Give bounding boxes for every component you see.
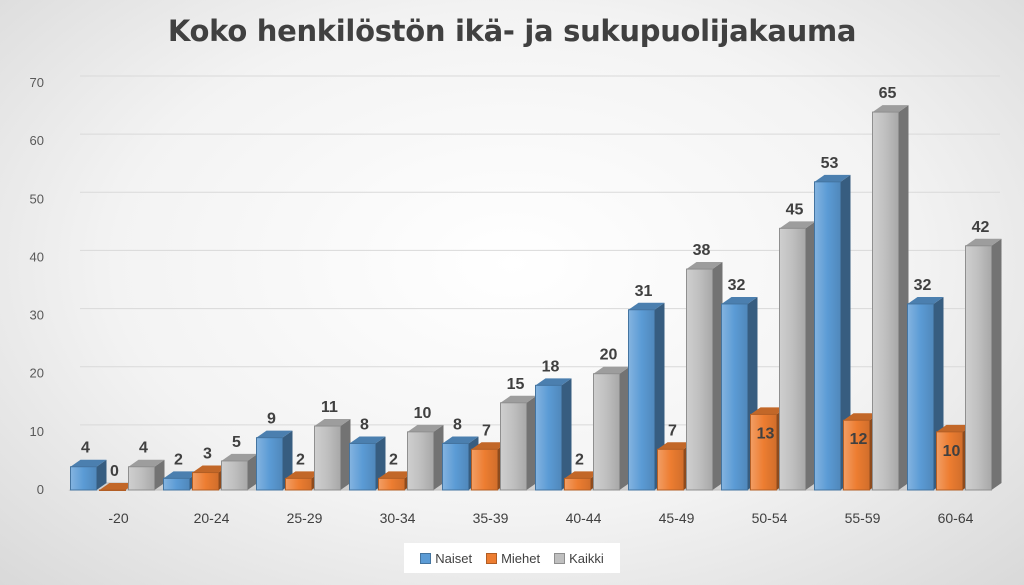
bar-naiset (536, 385, 562, 490)
data-label: 0 (110, 463, 119, 480)
bar-miehet (937, 432, 963, 490)
data-label: 3 (203, 446, 212, 463)
data-label: 4 (139, 440, 148, 457)
bar-kaikki (501, 403, 527, 490)
bar-kaikki (129, 467, 155, 490)
x-tick-label: 60-64 (938, 510, 974, 526)
bar-kaikki (873, 112, 899, 490)
bar-miehet (100, 490, 126, 491)
data-label: 2 (389, 451, 398, 468)
data-label: 4 (81, 440, 90, 457)
x-tick-label: -20 (108, 510, 128, 526)
data-label: 31 (635, 283, 653, 300)
bar-kaikki (408, 432, 434, 490)
y-tick-label: 70 (30, 75, 44, 90)
data-label: 8 (360, 416, 369, 433)
legend: Naiset Miehet Kaikki (404, 543, 620, 573)
data-label: 2 (296, 451, 305, 468)
data-label: 7 (668, 422, 677, 439)
bar-naiset (443, 443, 469, 490)
data-label: 15 (507, 376, 525, 393)
legend-item-naiset: Naiset (420, 551, 472, 566)
data-label: 10 (414, 405, 432, 422)
y-tick-label: 20 (30, 366, 44, 381)
data-label: 7 (482, 422, 491, 439)
bar-kaikki (780, 228, 806, 490)
bar-kaikki (966, 246, 992, 490)
bar-kaikki (687, 269, 713, 490)
data-label: 13 (757, 425, 775, 442)
y-tick-label: 40 (30, 249, 44, 264)
x-tick-label: 45-49 (659, 510, 695, 526)
x-tick-label: 40-44 (566, 510, 602, 526)
legend-item-kaikki: Kaikki (554, 551, 604, 566)
bar-naiset (629, 310, 655, 490)
bar-miehet (193, 473, 219, 490)
data-label: 20 (600, 347, 618, 364)
legend-label-miehet: Miehet (501, 551, 540, 566)
data-label: 42 (972, 219, 990, 236)
bar-miehet (565, 478, 591, 490)
legend-item-miehet: Miehet (486, 551, 540, 566)
bar-side-naiset (562, 378, 572, 490)
data-label: 32 (728, 277, 746, 294)
data-label: 10 (943, 443, 961, 460)
y-tick-label: 30 (30, 308, 44, 323)
bar-naiset (350, 443, 376, 490)
bar-naiset (815, 182, 841, 490)
data-label: 11 (321, 399, 338, 416)
bar-miehet (379, 478, 405, 490)
x-tick-label: 20-24 (194, 510, 230, 526)
y-tick-label: 50 (30, 191, 44, 206)
bar-kaikki (315, 426, 341, 490)
y-tick-label: 0 (37, 482, 44, 497)
data-label: 32 (914, 277, 932, 294)
legend-label-kaikki: Kaikki (569, 551, 604, 566)
x-tick-label: 30-34 (380, 510, 416, 526)
legend-swatch-kaikki (554, 553, 565, 564)
data-label: 2 (174, 451, 183, 468)
bar-naiset (908, 304, 934, 490)
y-tick-label: 60 (30, 133, 44, 148)
data-label: 5 (232, 434, 241, 451)
x-tick-label: 25-29 (287, 510, 323, 526)
data-label: 8 (453, 416, 462, 433)
bar-miehet (286, 478, 312, 490)
data-label: 38 (693, 242, 711, 259)
bar-kaikki (594, 374, 620, 490)
data-label: 2 (575, 451, 584, 468)
bar-naiset (71, 467, 97, 490)
bar-naiset (164, 478, 190, 490)
legend-label-naiset: Naiset (435, 551, 472, 566)
data-label: 9 (267, 411, 276, 428)
bar-naiset (257, 438, 283, 490)
data-label: 18 (542, 358, 560, 375)
chart: Koko henkilöstön ikä- ja sukupuolijakaum… (0, 0, 1024, 585)
x-tick-label: 55-59 (845, 510, 881, 526)
data-label: 53 (821, 155, 839, 172)
legend-swatch-miehet (486, 553, 497, 564)
bar-miehet (658, 449, 684, 490)
y-tick-label: 10 (30, 424, 44, 439)
bar-miehet (472, 449, 498, 490)
legend-swatch-naiset (420, 553, 431, 564)
data-label: 65 (879, 85, 897, 102)
data-label: 45 (786, 201, 804, 218)
data-label: 12 (850, 431, 868, 448)
x-tick-label: 50-54 (752, 510, 788, 526)
bar-naiset (722, 304, 748, 490)
bar-side-kaikki (992, 239, 1002, 490)
chart-plot: 010203040506070404-202 3520-24921125-2982… (0, 0, 1024, 585)
bar-kaikki (222, 461, 248, 490)
x-tick-label: 35-39 (473, 510, 509, 526)
